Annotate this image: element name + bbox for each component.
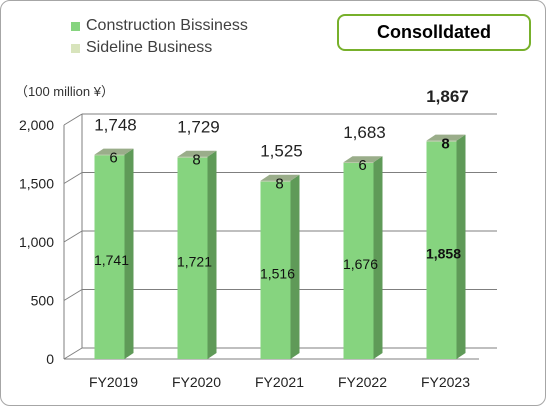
bar-top-face: [260, 174, 300, 181]
bar-construction: [94, 155, 125, 359]
x-tick-label: FY2022: [338, 374, 387, 390]
bar-side-face: [290, 174, 300, 359]
sideline-value-label: 6: [109, 150, 117, 167]
sideline-value-label: 8: [275, 176, 283, 193]
bar-construction: [426, 141, 457, 359]
construction-value-label: 1,721: [177, 253, 212, 269]
y-tick-label: 2,000: [19, 117, 54, 133]
total-value-label: 1,867: [426, 87, 469, 106]
unit-label: （100 million ¥）: [15, 84, 114, 99]
total-value-label: 1,525: [260, 142, 303, 161]
bar-top-face: [177, 150, 217, 157]
x-tick-label: FY2021: [255, 374, 304, 390]
grid-depth-line: [63, 289, 83, 301]
construction-value-label: 1,516: [260, 265, 295, 281]
construction-value-label: 1,741: [94, 252, 129, 268]
sideline-value-label: 6: [358, 157, 366, 174]
total-value-label: 1,683: [343, 123, 386, 142]
bar-construction: [177, 157, 208, 359]
sideline-value-label: 8: [192, 152, 200, 169]
total-value-label: 1,748: [94, 116, 137, 135]
bar-side-face: [456, 134, 466, 359]
y-tick-label: 0: [46, 351, 54, 367]
legend-swatch-sideline: [71, 43, 80, 53]
bar-side-face: [124, 148, 134, 359]
total-value-label: 1,729: [177, 118, 220, 137]
legend-item-sideline: Sideline Business: [71, 37, 248, 59]
y-tick-label: 500: [31, 293, 55, 309]
legend-swatch-construction: [71, 21, 80, 31]
grid-depth-line: [63, 347, 83, 360]
sideline-value-label: 8: [441, 136, 449, 153]
consolidated-badge: Consolldated: [337, 14, 531, 51]
bar-sideline: [94, 154, 125, 156]
bar-sideline: [177, 156, 208, 158]
x-tick-label: FY2019: [89, 374, 138, 390]
bar-side-face: [373, 156, 383, 359]
x-tick-label: FY2020: [172, 374, 221, 390]
legend-label-sideline: Sideline Business: [86, 39, 213, 56]
grid-depth-line: [63, 113, 83, 126]
grid-depth-line: [63, 230, 83, 243]
legend-item-construction: Construction Bissiness: [71, 15, 248, 37]
construction-value-label: 1,676: [343, 256, 378, 272]
bar-construction: [343, 162, 374, 359]
bar-top-face: [426, 134, 466, 141]
legend: Construction Bissiness Sideline Business: [71, 15, 248, 59]
construction-value-label: 1,858: [426, 245, 461, 261]
bar-sideline: [426, 140, 457, 142]
y-tick-label: 1,500: [19, 176, 54, 192]
bar-side-face: [207, 150, 217, 359]
bar-top-face: [94, 148, 134, 155]
bar-sideline: [260, 180, 291, 182]
bar-sideline: [343, 162, 374, 164]
legend-label-construction: Construction Bissiness: [86, 17, 248, 34]
bar-top-face: [343, 156, 383, 163]
grid-depth-line: [63, 172, 83, 184]
y-tick-label: 1,000: [19, 234, 54, 250]
bar-construction: [260, 181, 291, 359]
x-tick-label: FY2023: [421, 374, 470, 390]
